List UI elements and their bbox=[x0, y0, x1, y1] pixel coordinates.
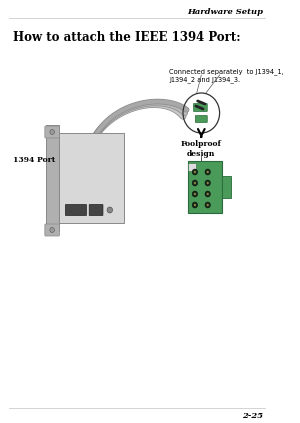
Circle shape bbox=[205, 180, 211, 186]
FancyBboxPatch shape bbox=[45, 224, 59, 236]
Circle shape bbox=[192, 169, 198, 175]
Text: 1394 Port: 1394 Port bbox=[13, 156, 55, 164]
FancyBboxPatch shape bbox=[188, 161, 222, 213]
Circle shape bbox=[192, 191, 198, 197]
Circle shape bbox=[205, 191, 211, 197]
FancyBboxPatch shape bbox=[188, 163, 196, 171]
Circle shape bbox=[194, 182, 196, 184]
Circle shape bbox=[194, 204, 196, 206]
Circle shape bbox=[50, 228, 54, 233]
Circle shape bbox=[207, 171, 209, 173]
FancyBboxPatch shape bbox=[195, 115, 207, 123]
Text: 2-25: 2-25 bbox=[242, 412, 263, 420]
FancyBboxPatch shape bbox=[89, 204, 103, 215]
FancyBboxPatch shape bbox=[222, 176, 232, 198]
Text: Connected separately  to J1394_1,
J1394_2 and J1394_3.: Connected separately to J1394_1, J1394_2… bbox=[169, 68, 284, 82]
Circle shape bbox=[107, 207, 112, 213]
Text: Hardware Setup: Hardware Setup bbox=[188, 8, 263, 16]
Circle shape bbox=[192, 202, 198, 208]
FancyBboxPatch shape bbox=[194, 104, 207, 112]
Circle shape bbox=[50, 129, 54, 135]
Circle shape bbox=[205, 169, 211, 175]
Text: Foolproof
design: Foolproof design bbox=[181, 140, 222, 158]
Circle shape bbox=[207, 204, 209, 206]
Circle shape bbox=[205, 202, 211, 208]
FancyBboxPatch shape bbox=[65, 204, 86, 215]
FancyBboxPatch shape bbox=[57, 133, 124, 223]
Circle shape bbox=[192, 180, 198, 186]
Circle shape bbox=[194, 193, 196, 195]
Text: How to attach the IEEE 1394 Port:: How to attach the IEEE 1394 Port: bbox=[13, 31, 240, 44]
Circle shape bbox=[207, 193, 209, 195]
Circle shape bbox=[194, 171, 196, 173]
FancyBboxPatch shape bbox=[46, 125, 59, 231]
FancyBboxPatch shape bbox=[45, 126, 59, 138]
Circle shape bbox=[207, 182, 209, 184]
